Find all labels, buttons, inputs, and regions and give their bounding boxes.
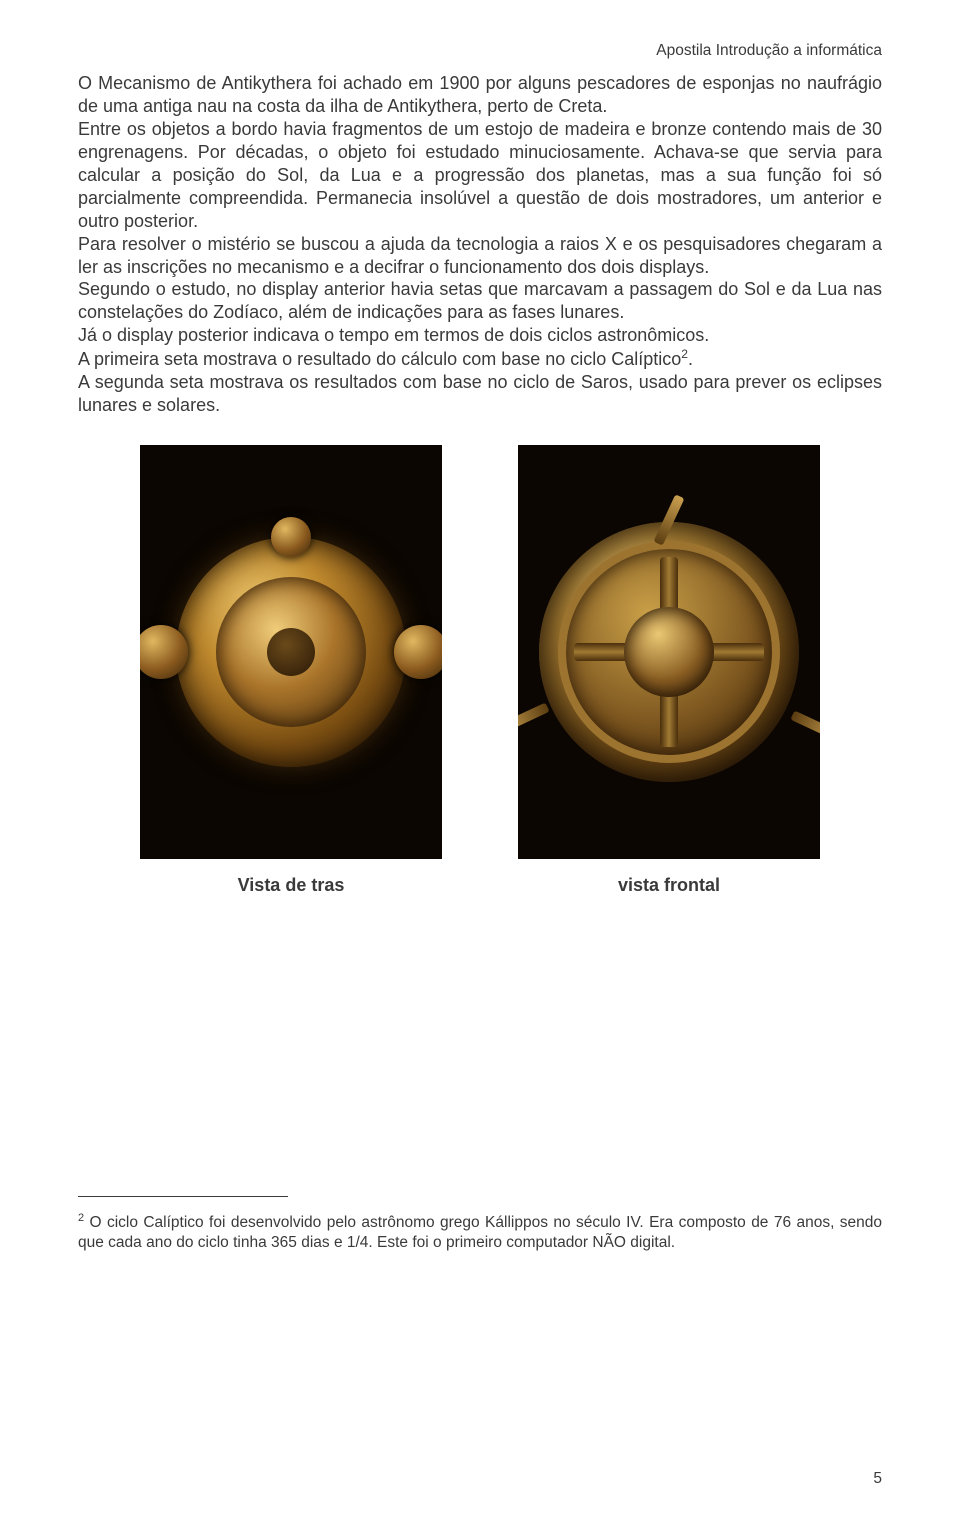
paragraph-3: Para resolver o mistério se buscou a aju… (78, 233, 882, 279)
figure-left-caption: Vista de tras (238, 875, 345, 896)
paragraph-2: Entre os objetos a bordo havia fragmento… (78, 118, 882, 233)
antikythera-front-render (539, 522, 799, 782)
figure-right-image (518, 445, 820, 859)
page-number: 5 (873, 1470, 882, 1488)
paragraph-6-text: A primeira seta mostrava o resultado do … (78, 349, 681, 369)
paragraph-6: A primeira seta mostrava o resultado do … (78, 347, 882, 371)
paragraph-4: Segundo o estudo, no display anterior ha… (78, 278, 882, 324)
footnote-ref-2: 2 (681, 347, 688, 361)
figure-left: Vista de tras (140, 445, 442, 896)
paragraph-6-period: . (688, 349, 693, 369)
figure-right: vista frontal (518, 445, 820, 896)
antikythera-rear-render (176, 537, 406, 767)
figures-row: Vista de tras vista frontal (78, 445, 882, 896)
footnote-separator (78, 1196, 288, 1197)
paragraph-7: A segunda seta mostrava os resultados co… (78, 371, 882, 417)
figure-left-image (140, 445, 442, 859)
paragraph-5: Já o display posterior indicava o tempo … (78, 324, 882, 347)
paragraph-1: O Mecanismo de Antikythera foi achado em… (78, 72, 882, 118)
footnote-2: 2 O ciclo Calíptico foi desenvolvido pel… (78, 1211, 882, 1253)
figure-right-caption: vista frontal (618, 875, 720, 896)
page-header: Apostila Introdução a informática (78, 42, 882, 60)
body-text-block: O Mecanismo de Antikythera foi achado em… (78, 72, 882, 417)
footnote-text: O ciclo Calíptico foi desenvolvido pelo … (78, 1214, 882, 1251)
